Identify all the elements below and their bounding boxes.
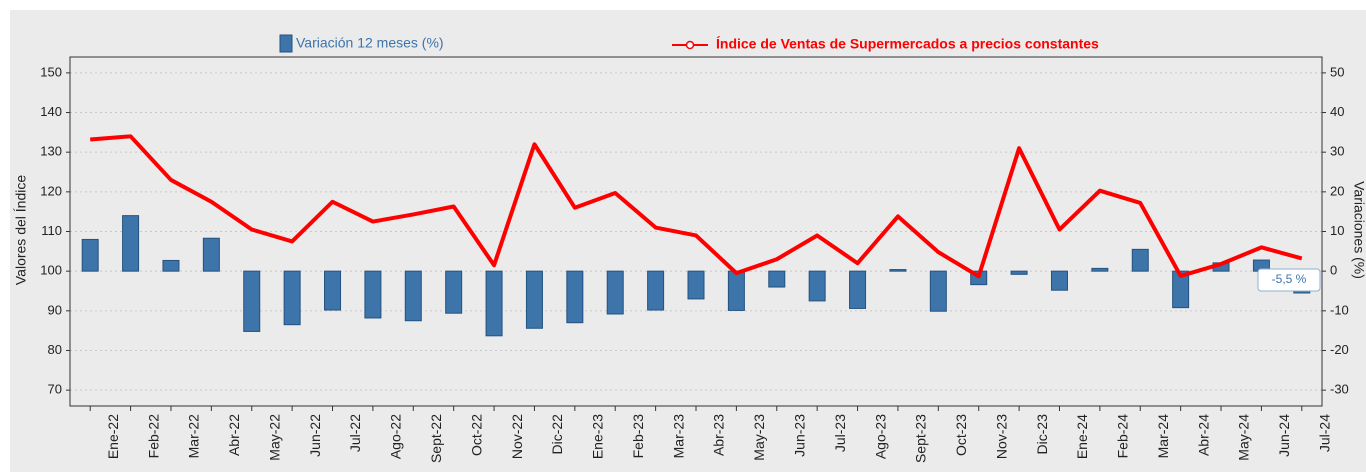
y-tick-label: 70 [48,382,62,397]
y2-tick-label: -10 [1330,302,1349,317]
bar [404,270,422,322]
bar [768,270,786,288]
x-tick-label: Ago-23 [872,414,888,459]
x-tick-label: Mar-23 [670,414,686,459]
x-tick-label: Ene-24 [1074,414,1090,459]
x-tick-label: Jul-23 [832,414,848,452]
tooltip-text: -5,5 % [1272,272,1307,286]
bar [525,270,543,329]
bar [445,270,463,314]
x-tick-label: Nov-22 [509,414,525,459]
y2-tick-label: 10 [1330,223,1344,238]
y-tick-label: 120 [40,183,62,198]
x-tick-label: Dic-22 [549,414,565,455]
x-tick-label: Oct-23 [953,414,969,456]
y-axis-label: Valores del Índice [13,175,29,285]
bar [687,270,705,300]
bar [243,270,261,332]
x-tick-label: Ago-22 [388,414,404,459]
bar [1091,267,1109,272]
x-tick-label: Abr-24 [1195,414,1211,456]
x-tick-label: Mar-22 [186,414,202,459]
x-tick-label: May-23 [751,414,767,461]
bar [849,270,867,309]
bar [566,270,584,324]
tooltip-box [1257,268,1321,292]
bar [1010,270,1028,275]
x-tick-label: Abr-22 [226,414,242,456]
bar [485,270,503,337]
x-tick-label: Jun-23 [791,414,807,457]
x-tick-label: Ene-22 [105,414,121,459]
bar [889,269,907,272]
line [90,134,1303,279]
bar [727,270,745,311]
y-tick-label: 140 [40,104,62,119]
x-tick-label: Oct-22 [468,414,484,456]
bar [202,237,220,272]
bar [364,270,382,319]
y-tick-label: 90 [48,302,62,317]
legend-swatch [279,34,293,53]
x-tick-label: Jul-22 [347,414,363,452]
x-tick-label: Feb-24 [1115,414,1131,459]
bar [162,259,180,272]
bar [122,215,140,272]
bar [647,270,665,311]
x-tick-label: May-22 [266,414,282,461]
y2-tick-label: 0 [1330,263,1337,278]
y-tick-label: 100 [40,263,62,278]
x-tick-label: Dic-23 [1034,414,1050,455]
y2-tick-label: -20 [1330,342,1349,357]
legend-label: Índice de Ventas de Supermercados a prec… [716,36,1099,52]
bar [324,270,342,311]
x-tick-label: Sept-23 [913,414,929,463]
bar [1050,270,1068,291]
y2-tick-label: 50 [1330,64,1344,79]
x-tick-label: Feb-23 [630,414,646,459]
x-tick-label: Jul-24 [1317,414,1333,452]
y2-tick-label: 30 [1330,144,1344,159]
legend-marker [685,40,695,50]
x-tick-label: Jun-22 [307,414,323,457]
bar [283,270,301,326]
x-tick-label: Mar-24 [1155,414,1171,459]
y2-tick-label: 20 [1330,183,1344,198]
y-tick-label: 130 [40,144,62,159]
y2-axis-label: Variaciones (%) [1351,181,1366,279]
y2-tick-label: 40 [1330,104,1344,119]
legend-label: Variación 12 meses (%) [296,35,444,51]
bar [1131,248,1149,272]
x-tick-label: Feb-22 [145,414,161,459]
x-tick-label: May-24 [1236,414,1252,461]
bar [929,270,947,312]
bar [81,238,99,272]
x-tick-label: Nov-23 [993,414,1009,459]
y-tick-label: 150 [40,64,62,79]
bar [1172,270,1190,309]
y2-tick-label: -30 [1330,382,1349,397]
x-tick-label: Sept-22 [428,414,444,463]
y-tick-label: 110 [41,223,62,238]
y-tick-label: 80 [48,342,62,357]
bar [808,270,826,302]
x-tick-label: Jun-24 [1276,414,1292,457]
background [10,10,1366,472]
x-tick-label: Abr-23 [711,414,727,456]
bar [606,270,624,315]
x-tick-label: Ene-23 [590,414,606,459]
